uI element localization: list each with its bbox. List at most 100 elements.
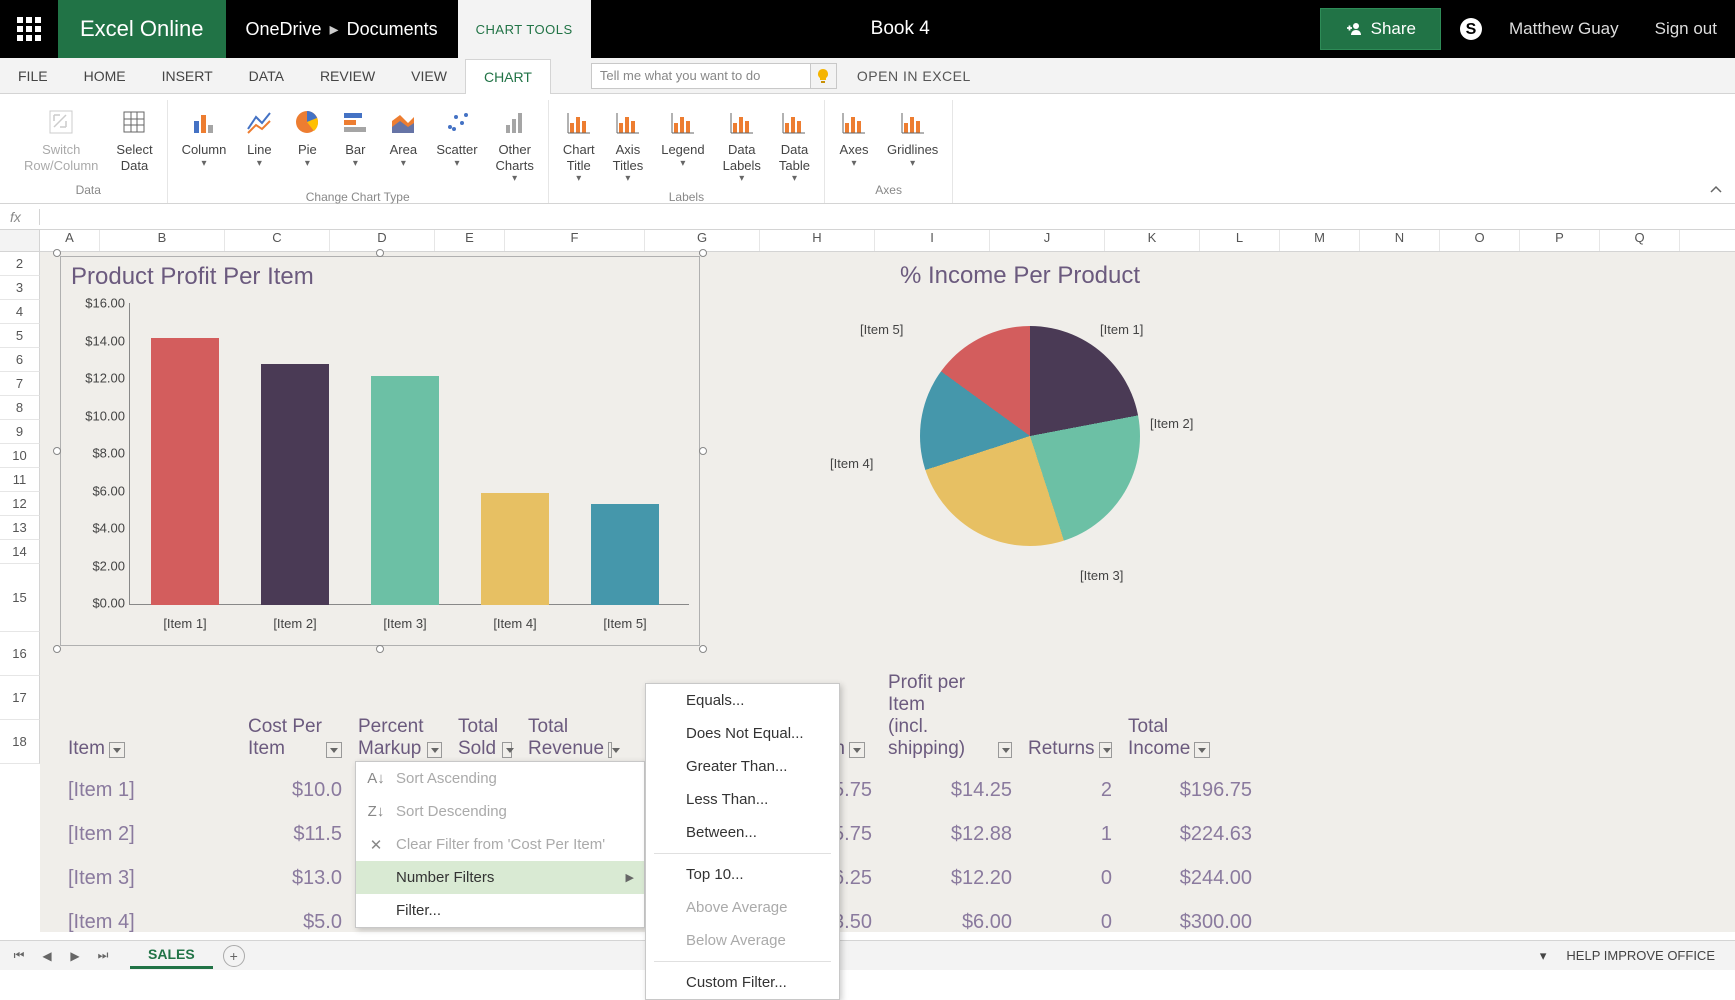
open-in-excel-link[interactable]: OPEN IN EXCEL	[857, 68, 971, 84]
filter-context-menu[interactable]: A↓Sort AscendingZ↓Sort Descending✕Clear …	[355, 761, 645, 928]
help-improve-link[interactable]: HELP IMPROVE OFFICE	[1566, 948, 1715, 963]
filter-dropdown-icon[interactable]	[1194, 742, 1210, 758]
column-header[interactable]: H	[760, 230, 875, 251]
row-header[interactable]: 17	[0, 676, 40, 720]
row-header[interactable]: 15	[0, 564, 40, 632]
data-labels-button[interactable]: Data Labels▾	[719, 100, 765, 186]
table-cell[interactable]	[520, 928, 620, 932]
spreadsheet-grid[interactable]: ABCDEFGHIJKLMNOPQ 2345678910111213141516…	[0, 230, 1735, 932]
menu-item[interactable]: Custom Filter...	[646, 966, 839, 999]
table-cell[interactable]: $13.0	[240, 861, 350, 896]
table-row[interactable]: [Item 4]$5.0$3.50$6.000$300.00	[60, 897, 1735, 932]
column-header[interactable]: B	[100, 230, 225, 251]
select-data-button[interactable]: Select Data	[112, 100, 156, 179]
table-cell[interactable]: $10.0	[240, 773, 350, 808]
filter-dropdown-icon[interactable]	[998, 742, 1012, 758]
breadcrumb-item[interactable]: OneDrive	[246, 19, 322, 40]
column-header[interactable]: P	[1520, 230, 1600, 251]
bar[interactable]: [Item 4]	[481, 493, 549, 606]
column-header[interactable]: M	[1280, 230, 1360, 251]
tab-data[interactable]: DATA	[231, 58, 302, 93]
table-header-cell[interactable]: Returns	[1020, 732, 1120, 766]
filter-dropdown-icon[interactable]	[608, 742, 612, 758]
table-header-cell[interactable]: Item	[60, 732, 240, 766]
pie-plot[interactable]	[920, 326, 1140, 546]
row-header[interactable]: 12	[0, 492, 40, 516]
gridlines-button[interactable]: Gridlines▾	[883, 100, 942, 179]
table-cell[interactable]: [Item 3]	[60, 861, 240, 896]
share-button[interactable]: Share	[1320, 8, 1441, 50]
bar-chart-button[interactable]: Bar▾	[336, 100, 374, 186]
user-name[interactable]: Matthew Guay	[1491, 0, 1637, 58]
row-header[interactable]: 5	[0, 324, 40, 348]
table-cell[interactable]: $5.0	[240, 905, 350, 932]
dropdown-indicator-icon[interactable]: ▾	[1540, 948, 1547, 964]
bar[interactable]: [Item 1]	[151, 338, 219, 605]
column-header[interactable]: A	[40, 230, 100, 251]
column-header[interactable]: E	[435, 230, 505, 251]
filter-dropdown-icon[interactable]	[109, 742, 125, 758]
axis-titles-button[interactable]: Axis Titles▾	[609, 100, 648, 186]
menu-item[interactable]: Greater Than...	[646, 750, 839, 783]
table-header-cell[interactable]: Total Income	[1120, 710, 1260, 766]
add-sheet-button[interactable]: +	[223, 945, 245, 967]
filter-dropdown-icon[interactable]	[326, 742, 342, 758]
menu-item[interactable]: Filter...	[356, 894, 644, 927]
column-header[interactable]: J	[990, 230, 1105, 251]
table-header-cell[interactable]: Total Revenue	[520, 710, 620, 766]
row-header[interactable]: 18	[0, 720, 40, 764]
tab-insert[interactable]: INSERT	[144, 58, 231, 93]
bulb-icon[interactable]	[811, 63, 837, 89]
line-chart-button[interactable]: Line▾	[240, 100, 278, 186]
column-header[interactable]: I	[875, 230, 990, 251]
sign-out-link[interactable]: Sign out	[1637, 0, 1735, 58]
legend-button[interactable]: Legend▾	[657, 100, 708, 186]
column-header[interactable]: K	[1105, 230, 1200, 251]
breadcrumb[interactable]: OneDrive ▸ Documents	[226, 0, 458, 58]
tell-me-input[interactable]: Tell me what you want to do	[591, 63, 811, 89]
app-launcher-button[interactable]	[0, 0, 58, 58]
table-cell[interactable]: $12.20	[880, 861, 1020, 896]
column-header[interactable]: O	[1440, 230, 1520, 251]
row-header[interactable]: 3	[0, 276, 40, 300]
bar[interactable]: [Item 2]	[261, 364, 329, 606]
pie-chart-object[interactable]: % Income Per Product [Item 1][Item 2][It…	[720, 256, 1320, 646]
column-chart-button[interactable]: Column▾	[178, 100, 231, 186]
table-cell[interactable]	[350, 928, 450, 932]
tab-review[interactable]: REVIEW	[302, 58, 393, 93]
pie-chart-button[interactable]: Pie▾	[288, 100, 326, 186]
table-cell[interactable]: $11.5	[240, 817, 350, 852]
sheet-tab-active[interactable]: SALES	[130, 942, 213, 969]
number-filters-submenu[interactable]: Equals...Does Not Equal...Greater Than..…	[645, 683, 840, 1000]
row-header[interactable]: 7	[0, 372, 40, 396]
chart-title[interactable]: % Income Per Product	[720, 256, 1320, 296]
axes-button[interactable]: Axes▾	[835, 100, 873, 179]
skype-button[interactable]: S	[1451, 0, 1491, 58]
column-header[interactable]: F	[505, 230, 645, 251]
table-cell[interactable]: 0	[1020, 861, 1120, 896]
table-header-cell[interactable]: Percent Markup	[350, 710, 450, 766]
menu-item[interactable]: Equals...	[646, 684, 839, 717]
tab-home[interactable]: HOME	[66, 58, 144, 93]
scatter-chart-button[interactable]: Scatter▾	[432, 100, 481, 186]
menu-item[interactable]: Between...	[646, 816, 839, 849]
table-cell[interactable]	[450, 928, 520, 932]
column-header[interactable]: C	[225, 230, 330, 251]
row-header[interactable]: 11	[0, 468, 40, 492]
last-sheet-button[interactable]: ⏭	[92, 945, 114, 967]
row-header[interactable]: 8	[0, 396, 40, 420]
table-header-cell[interactable]: Profit per Item (incl. shipping)	[880, 666, 1020, 765]
column-header[interactable]: L	[1200, 230, 1280, 251]
row-header[interactable]: 2	[0, 252, 40, 276]
row-header[interactable]: 4	[0, 300, 40, 324]
switch-row-column-button[interactable]: Switch Row/Column	[20, 100, 102, 179]
bar-chart-object[interactable]: Product Profit Per Item $0.00$2.00$4.00$…	[60, 256, 700, 646]
column-header[interactable]: D	[330, 230, 435, 251]
table-row[interactable]: [Item 2]$11.5$5.75$12.881$224.63	[60, 809, 1735, 853]
menu-item[interactable]: Does Not Equal...	[646, 717, 839, 750]
tab-view[interactable]: VIEW	[393, 58, 465, 93]
tab-chart[interactable]: CHART	[465, 59, 551, 94]
table-row[interactable]: [Item 1]$10.0$5.75$14.252$196.75	[60, 765, 1735, 809]
bar[interactable]: [Item 5]	[591, 504, 659, 605]
table-cell[interactable]: $196.75	[1120, 773, 1260, 808]
